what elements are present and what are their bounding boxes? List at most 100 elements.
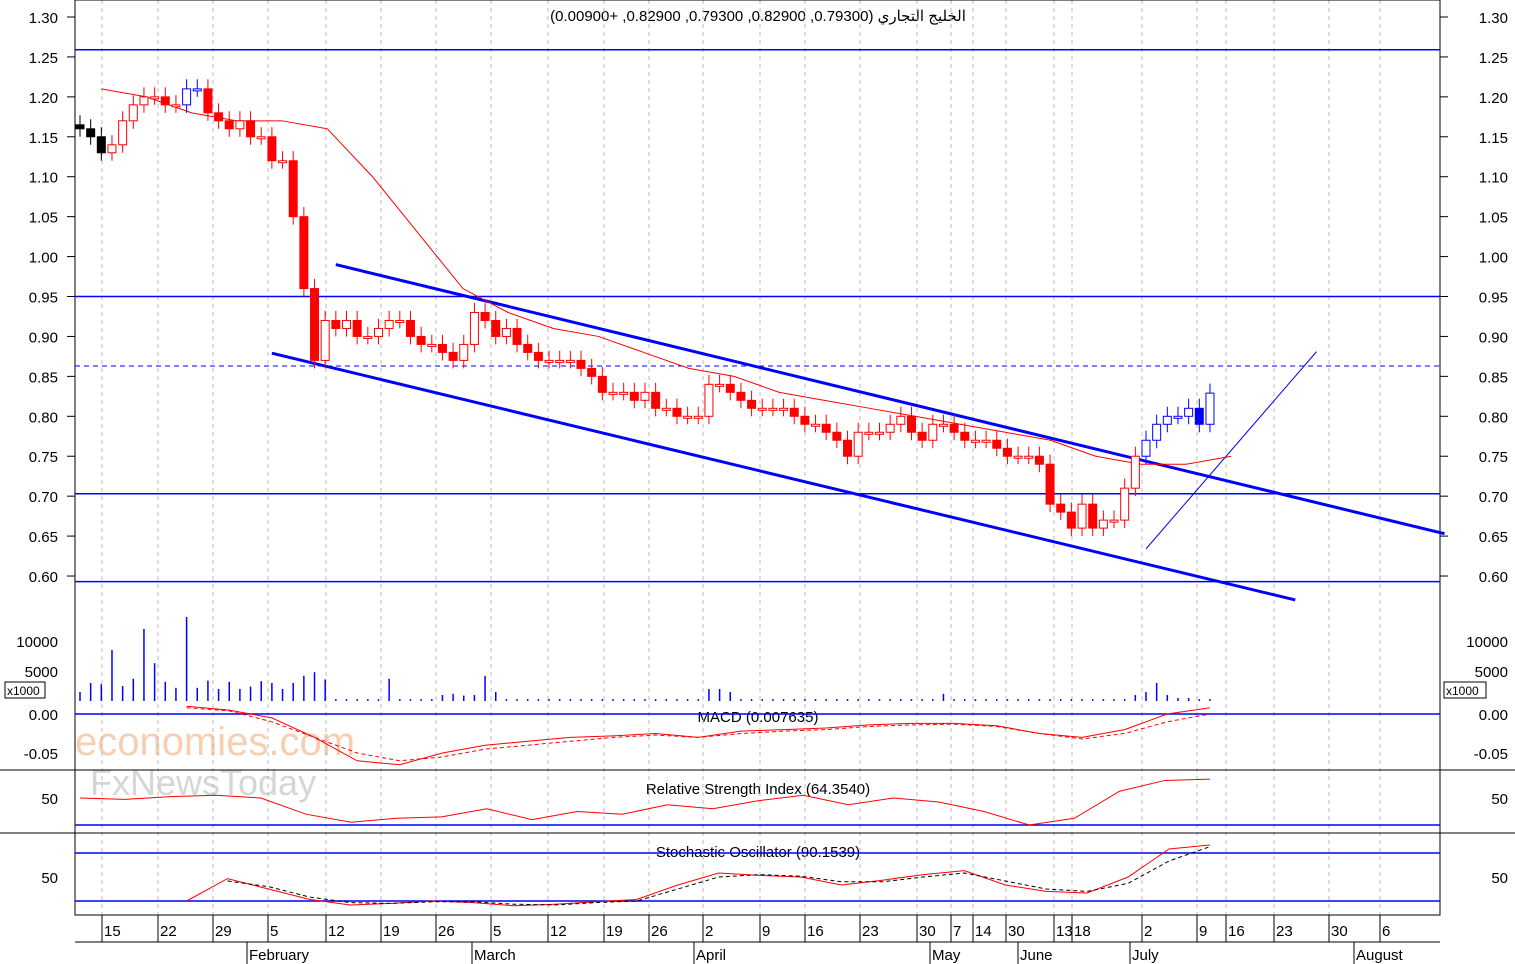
x-tick-day: 30 <box>1008 923 1025 940</box>
candle-body <box>1184 407 1194 417</box>
candle-body <box>896 415 906 425</box>
y-tick-left: 1.00 <box>29 250 58 267</box>
candle-body <box>1098 519 1108 529</box>
candle-body <box>629 391 639 401</box>
y-tick-left: 0.65 <box>29 529 58 546</box>
candle-body <box>1045 463 1055 505</box>
candle-body <box>182 88 192 106</box>
candle-body <box>917 431 927 441</box>
trend-line-uptrend <box>1145 351 1317 550</box>
candle-body <box>331 319 341 329</box>
candle-body <box>768 407 778 411</box>
candle-body <box>501 327 511 337</box>
candle-body <box>683 415 693 419</box>
candle-body <box>491 319 501 337</box>
macd-tick-left: 0.00 <box>29 707 58 724</box>
candle-body <box>512 327 522 345</box>
volume-tick-left: 5000 <box>25 664 58 681</box>
candle-body <box>1066 511 1076 529</box>
x-tick-day: 23 <box>1276 923 1293 940</box>
y-tick-right: 0.90 <box>1479 329 1508 346</box>
candle-body <box>928 423 938 441</box>
candle-body <box>192 88 202 92</box>
plot-frame <box>74 0 1441 916</box>
candle-body <box>864 431 874 435</box>
volume-tick-right: 10000 <box>1466 634 1508 651</box>
candle-body <box>1152 423 1162 441</box>
volume-unit-box <box>1443 681 1487 699</box>
candle-body <box>1002 447 1012 457</box>
x-tick-day: 14 <box>975 923 992 940</box>
candle-body <box>416 335 426 345</box>
candle-body <box>150 96 160 100</box>
candle-body <box>469 311 479 345</box>
candle-body <box>853 431 863 457</box>
stoch-tick-right: 50 <box>1491 870 1508 887</box>
x-tick-month-label: July <box>1132 947 1159 964</box>
x-tick-day: 22 <box>160 923 177 940</box>
stoch-d-line <box>227 846 1211 906</box>
x-tick-day: 26 <box>651 923 668 940</box>
y-tick-right: 0.70 <box>1479 489 1508 506</box>
candle-body <box>587 367 597 377</box>
candle-body <box>981 439 991 443</box>
candle-body <box>651 391 661 409</box>
y-tick-right: 1.10 <box>1479 170 1508 187</box>
candle-body <box>1162 415 1172 425</box>
candle-body <box>597 375 607 393</box>
y-tick-right: 1.30 <box>1479 10 1508 27</box>
candle-body <box>565 359 575 363</box>
candle-body <box>555 359 565 363</box>
x-tick-day: 6 <box>1382 923 1390 940</box>
candle-body <box>1034 455 1044 465</box>
candle-body <box>203 88 213 114</box>
y-tick-right: 0.75 <box>1479 449 1508 466</box>
candle-body <box>1130 455 1140 489</box>
candle-body <box>640 391 650 401</box>
candle-body <box>224 120 234 130</box>
candle-body <box>1077 503 1087 529</box>
y-tick-left: 0.85 <box>29 369 58 386</box>
candle-body <box>533 351 543 361</box>
candle-body <box>992 439 1002 449</box>
x-tick-month-label: August <box>1356 947 1404 964</box>
candle-body <box>960 431 970 441</box>
x-tick-day: 16 <box>807 923 824 940</box>
x-tick-month-label: June <box>1020 947 1053 964</box>
candle-body <box>715 383 725 387</box>
x-tick-day: 16 <box>1228 923 1245 940</box>
candle-body <box>235 120 245 130</box>
volume-tick-right: 5000 <box>1475 664 1508 681</box>
x-tick-day: 18 <box>1074 923 1091 940</box>
candle-body <box>288 160 298 218</box>
trend-line-channel-upper <box>335 263 1445 536</box>
x-tick-month-label: March <box>474 947 516 964</box>
x-tick-day: 12 <box>328 923 345 940</box>
x-tick-day: 13 <box>1056 923 1073 940</box>
y-tick-right: 0.85 <box>1479 369 1508 386</box>
macd-label: MACD (0.007635) <box>698 709 819 726</box>
candle-body <box>1173 415 1183 419</box>
x-tick-month-label: May <box>932 947 961 964</box>
rsi-label: Relative Strength Index (64.3540) <box>646 781 870 798</box>
moving-average-line <box>101 88 1232 465</box>
candle-body <box>619 391 629 395</box>
candle-body <box>757 407 767 411</box>
candle-body <box>789 407 799 417</box>
candle-body <box>267 136 277 162</box>
candle-body <box>821 423 831 433</box>
y-tick-left: 0.60 <box>29 569 58 586</box>
x-tick-day: 30 <box>919 923 936 940</box>
x-tick-month-label: February <box>249 947 310 964</box>
macd-tick-left: -0.05 <box>24 746 58 763</box>
candle-body <box>811 423 821 427</box>
candle-body <box>736 391 746 401</box>
x-tick-day: 19 <box>383 923 400 940</box>
candle-body <box>779 407 789 411</box>
stoch-k-line <box>186 844 1211 907</box>
candle-body <box>448 351 458 361</box>
y-tick-left: 0.75 <box>29 449 58 466</box>
volume-unit: x1000 <box>7 684 40 698</box>
candle-body <box>970 439 980 443</box>
